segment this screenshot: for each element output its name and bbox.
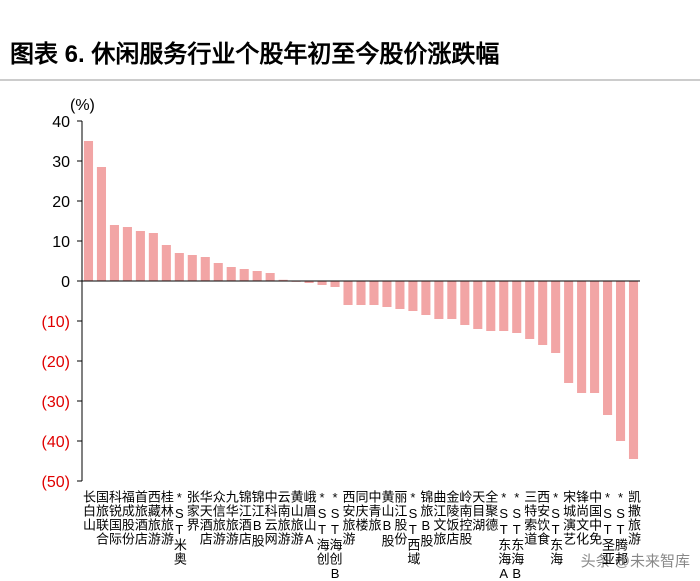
bar	[525, 281, 535, 339]
x-tick-label: *ST圣亚	[600, 490, 615, 566]
x-tick-label: *ST海创	[315, 490, 330, 566]
y-tick-label: 40	[52, 114, 70, 131]
bar	[382, 281, 392, 307]
bar	[447, 281, 457, 319]
bar	[317, 281, 327, 285]
x-tick-label: 长白山	[81, 490, 96, 532]
bar	[330, 281, 340, 287]
x-tick-label: 中青旅	[366, 490, 381, 532]
x-tick-label: 华天酒店	[198, 490, 213, 546]
bar	[109, 225, 119, 281]
bar	[161, 245, 171, 281]
bar	[96, 167, 107, 281]
bar	[603, 281, 613, 415]
y-tick-label: (30)	[42, 394, 70, 411]
x-tick-label: 张家界	[185, 490, 200, 532]
x-tick-label: 黄山B股	[379, 490, 394, 548]
x-tick-label: 中科云网	[263, 490, 278, 546]
x-tick-label: 全聚德	[483, 489, 498, 532]
bar	[278, 279, 288, 281]
y-tick-label: 10	[52, 234, 70, 251]
x-tick-label: 锋尚文化	[574, 490, 589, 546]
x-tick-label: 峨眉山A	[302, 490, 317, 548]
bar	[538, 281, 548, 345]
x-tick-label: 同庆楼	[354, 490, 369, 532]
bar	[460, 281, 470, 325]
bar	[628, 281, 639, 459]
x-tick-label: *ST海创B	[328, 490, 343, 581]
x-tick-label: *ST东海B	[509, 490, 524, 581]
x-tick-label: 曲江文旅	[431, 490, 446, 546]
bar	[564, 281, 574, 383]
x-tick-label: 岭南控股	[457, 490, 472, 546]
bar	[187, 255, 197, 281]
bar	[615, 281, 626, 441]
bar	[213, 263, 223, 281]
watermark: 头条 @未来智库	[581, 552, 690, 570]
x-tick-label: 天目湖	[470, 490, 485, 532]
x-tick-label: 九华旅游	[224, 490, 239, 546]
bar	[421, 281, 431, 315]
x-tick-label: 西藏旅游	[146, 490, 161, 546]
bar	[252, 271, 262, 281]
x-tick-label: 凯撒旅游	[626, 490, 641, 546]
x-tick-label: 福成股份	[120, 490, 135, 546]
bar	[304, 281, 314, 283]
y-tick-label: (40)	[42, 434, 70, 451]
x-tick-label: 首旅酒店	[133, 490, 148, 546]
bar	[135, 231, 145, 281]
y-tick-label: 20	[52, 194, 70, 211]
bar	[590, 281, 600, 393]
bar	[577, 281, 587, 393]
bar	[512, 281, 522, 333]
bar	[265, 273, 275, 281]
bar	[200, 257, 210, 281]
x-tick-label: 西安饮食	[535, 490, 550, 546]
bar	[148, 233, 158, 281]
x-tick-label: 国旅联合	[94, 490, 109, 546]
x-tick-label: *ST西域	[405, 490, 420, 566]
x-tick-label: 西安旅游	[341, 490, 356, 546]
bar	[369, 281, 379, 305]
bar	[486, 281, 496, 331]
bar	[174, 253, 184, 281]
bar	[343, 281, 353, 305]
x-tick-label: 锦江酒店	[237, 490, 252, 546]
chart-title: 图表 6. 休闲服务行业个股年初至今股价涨跌幅	[10, 40, 499, 68]
bar	[122, 227, 132, 281]
bar	[473, 281, 483, 329]
bar	[395, 281, 405, 309]
x-tick-label: 桂林旅游	[159, 490, 174, 546]
x-tick-label: 云南旅游	[276, 490, 291, 546]
bar	[356, 281, 366, 305]
x-tick-label: *ST东海	[548, 490, 563, 566]
x-tick-label: 黄山旅游	[289, 490, 304, 546]
y-tick-label: (50)	[42, 474, 70, 491]
bar	[239, 269, 249, 281]
bar	[499, 281, 509, 331]
y-tick-label: 0	[61, 274, 70, 291]
x-tick-label: 锦江B股	[250, 490, 265, 548]
y-axis-label: (%)	[70, 97, 95, 114]
bar	[226, 267, 236, 281]
x-tick-label: *ST东海A	[496, 490, 511, 581]
x-tick-label: 中国中免	[587, 490, 602, 546]
y-tick-label: 30	[52, 154, 70, 171]
x-tick-label: 丽江股份	[392, 490, 407, 546]
y-tick-label: (20)	[42, 354, 70, 371]
x-tick-label: 金陵饭店	[444, 489, 459, 546]
x-tick-label: *ST腾邦	[613, 490, 628, 566]
x-tick-label: 科锐国际	[107, 490, 122, 546]
x-tick-label: *ST米奥	[172, 490, 187, 566]
x-tick-label: 众信旅游	[211, 490, 226, 546]
bar	[551, 281, 561, 353]
x-tick-label: 锦旅B股	[418, 490, 433, 548]
bar	[83, 141, 94, 281]
y-tick-label: (10)	[42, 314, 70, 331]
x-tick-label: 宋城演艺	[561, 490, 576, 546]
bar	[434, 281, 444, 319]
bar	[408, 281, 418, 311]
x-tick-label: 三特索道	[522, 490, 537, 546]
